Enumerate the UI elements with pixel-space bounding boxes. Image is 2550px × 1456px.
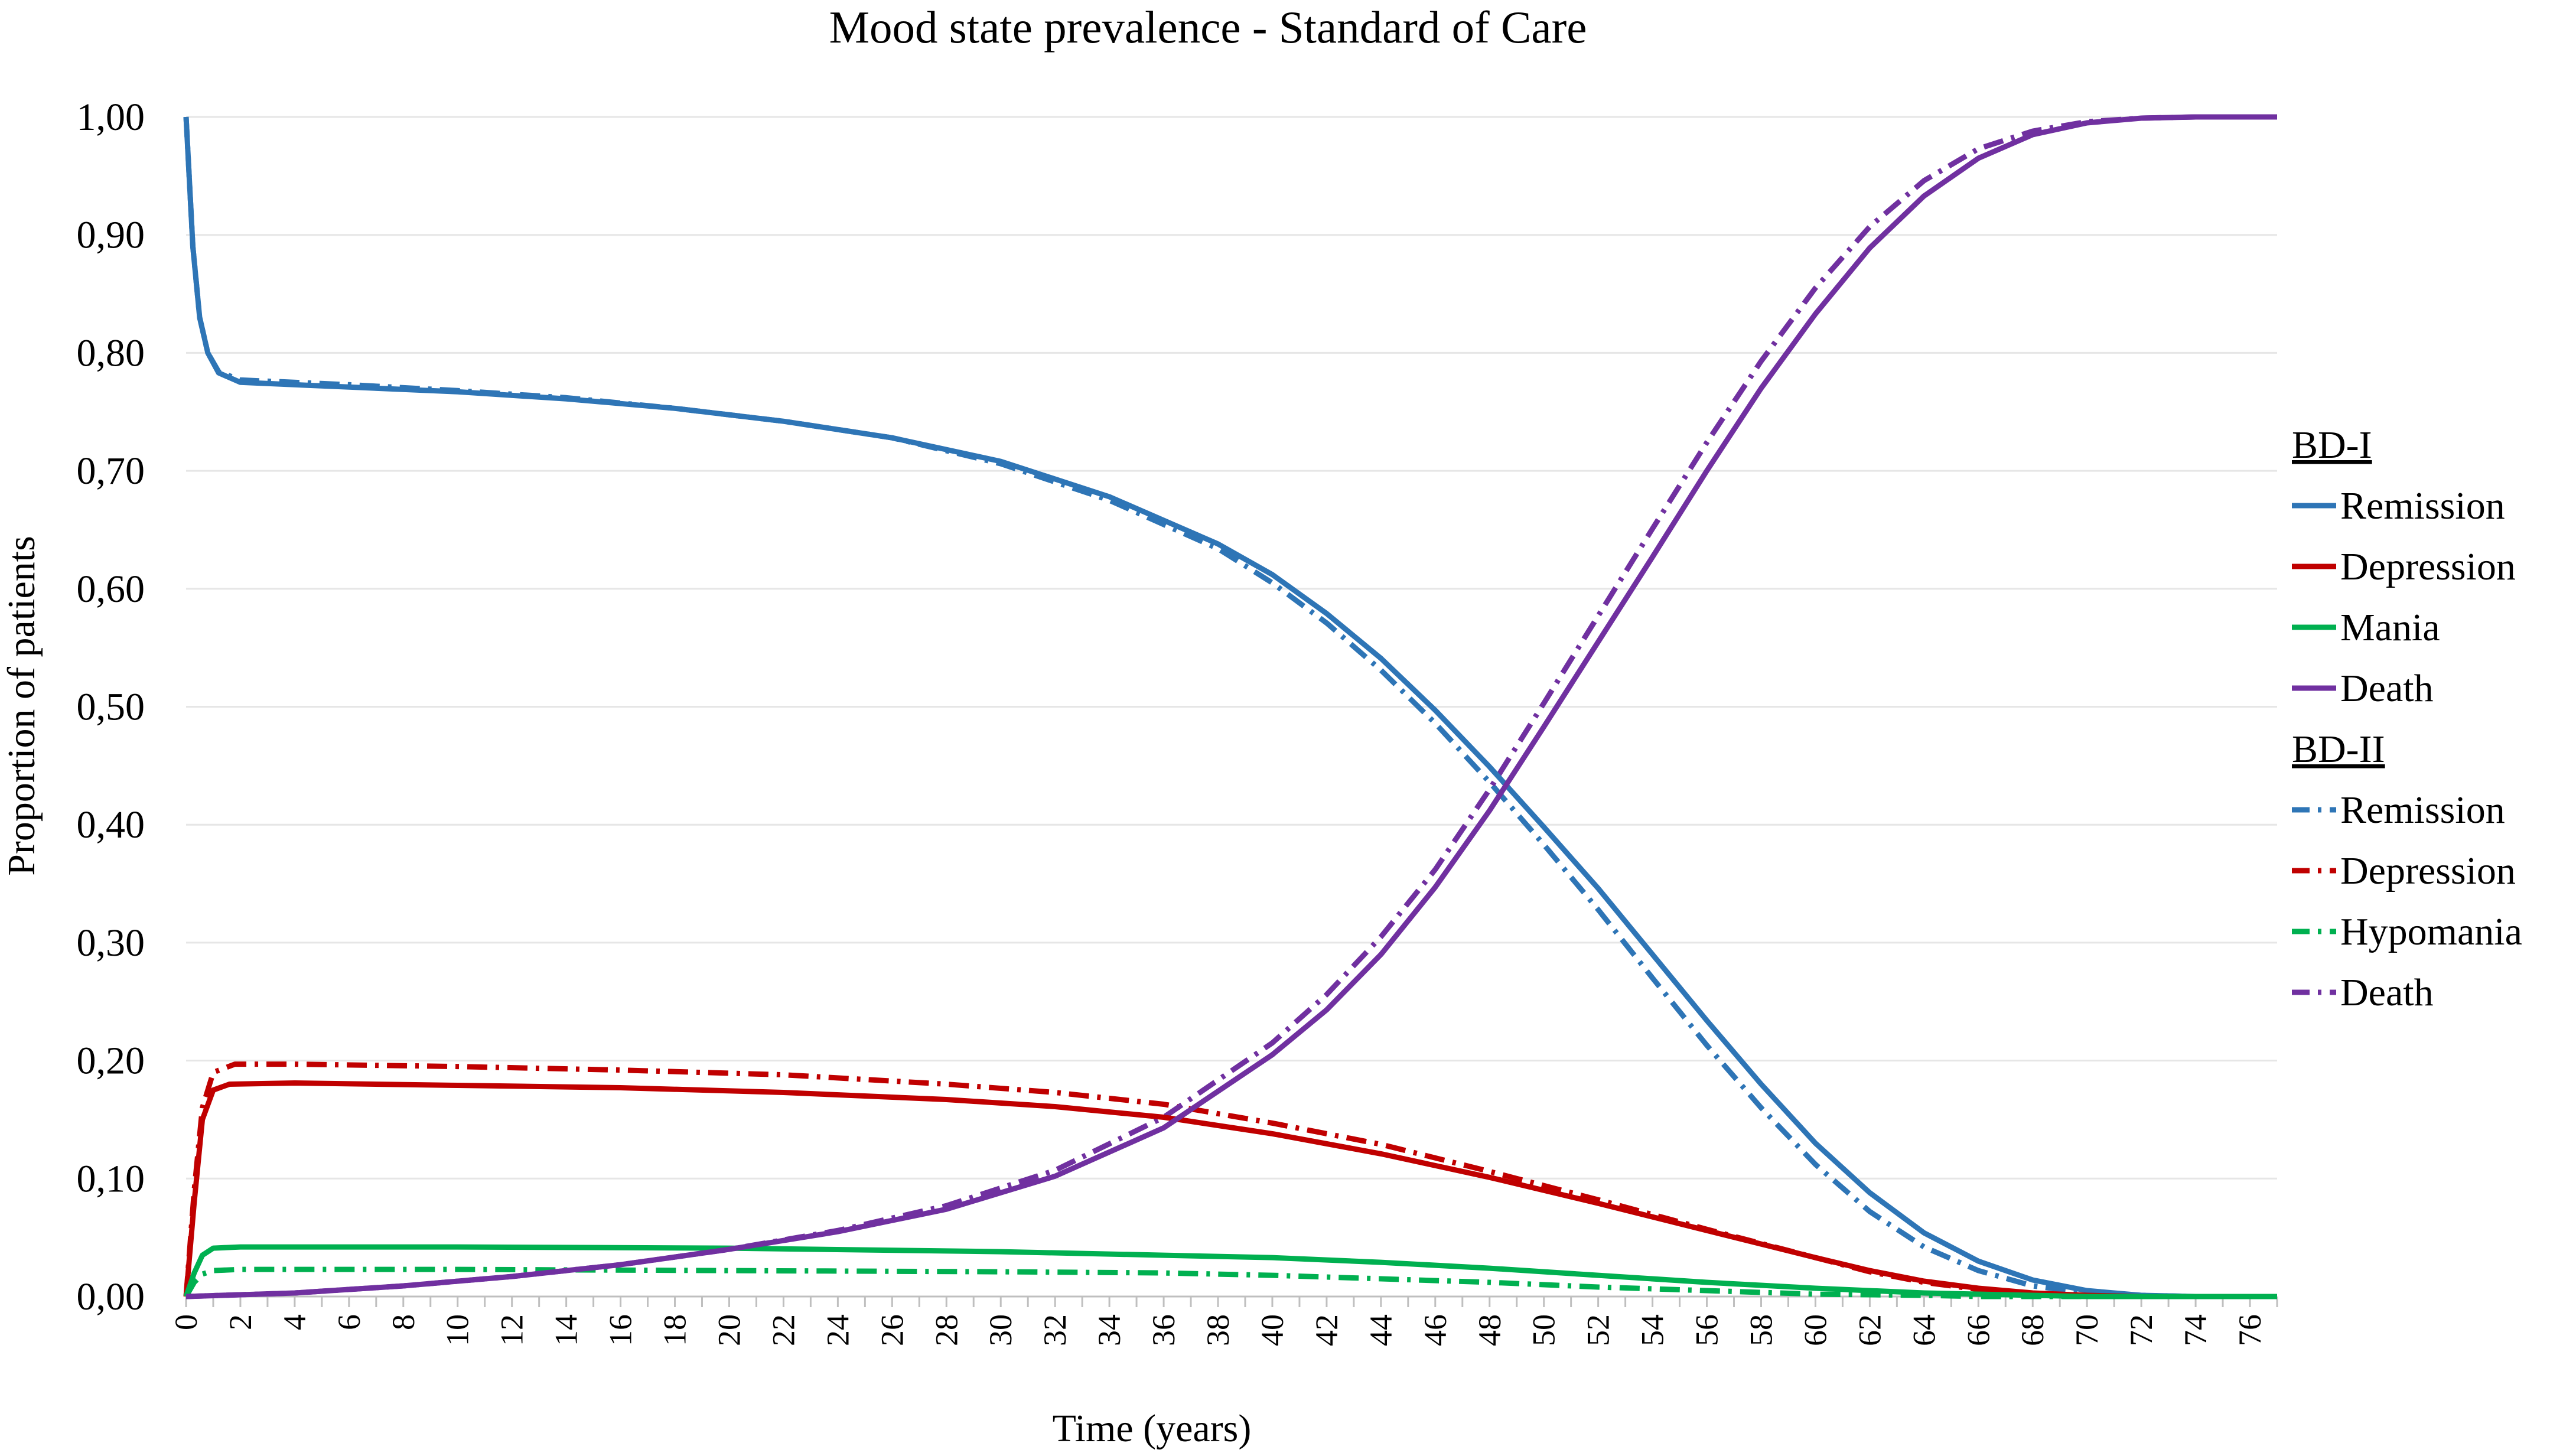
legend-label: Remission: [2340, 789, 2505, 832]
x-tick-label: 58: [1743, 1314, 1779, 1346]
x-tick-label: 60: [1797, 1314, 1833, 1346]
legend-group-bd-i: BD-I: [2292, 424, 2372, 467]
x-tick-label: 48: [1472, 1314, 1507, 1346]
x-tick-label: 30: [983, 1314, 1018, 1346]
y-tick-label: 0,10: [77, 1157, 145, 1200]
x-tick-label: 68: [2015, 1314, 2050, 1346]
x-tick-label: 14: [549, 1314, 584, 1346]
series-line-bd-ii-hypomania: [184, 1266, 2277, 1299]
y-axis-title: Proportion of patients: [0, 536, 43, 876]
x-tick-label: 26: [874, 1314, 910, 1346]
y-tick-label: 0,00: [77, 1275, 145, 1318]
series-line-bd-ii-death: [185, 114, 2277, 1299]
legend-label: Depression: [2340, 545, 2516, 588]
legend-label: Hypomania: [2340, 910, 2522, 953]
x-tick-label: 38: [1200, 1314, 1236, 1346]
x-tick-label: 24: [820, 1314, 855, 1346]
x-tick-label: 32: [1037, 1314, 1073, 1346]
y-tick-label: 0,40: [77, 803, 145, 846]
y-tick-labels: 0,00 0,10 0,20 0,30 0,40 0,50 0,60 0,70 0,80 0,90…: [77, 96, 145, 1318]
y-tick-label: 0,30: [77, 921, 145, 965]
series-line-bd-i-depression: [183, 1080, 2277, 1299]
series-line-bd-ii-depression: [183, 1061, 2277, 1299]
legend-label: Remission: [2340, 484, 2505, 527]
x-tick-labels: 0 2 4 6 8 10 12 14 16 18 20 22 24 26 28 30 32 34 36 38 40 42 4…: [168, 1297, 2278, 1346]
x-tick-label: 22: [766, 1314, 801, 1346]
x-tick-label: 64: [1906, 1314, 1942, 1346]
x-tick-label: 34: [1092, 1314, 1127, 1346]
x-tick-label: 46: [1418, 1314, 1453, 1346]
legend-group-bd-ii: BD-II: [2292, 728, 2385, 771]
legend-label: Death: [2340, 667, 2434, 710]
x-tick-label: 8: [386, 1314, 421, 1330]
legend-label: Mania: [2340, 606, 2440, 649]
y-tick-label: 0,90: [77, 214, 145, 257]
x-tick-label: 72: [2124, 1314, 2159, 1346]
x-tick-label: 40: [1255, 1314, 1290, 1346]
x-tick-label: 54: [1635, 1314, 1670, 1346]
x-tick-label: 6: [331, 1314, 367, 1330]
y-tick-label: 0,50: [77, 686, 145, 729]
y-tick-label: 0,20: [77, 1040, 145, 1083]
x-tick-label: 18: [657, 1314, 693, 1346]
x-tick-label: 16: [603, 1314, 639, 1346]
x-tick-label: 62: [1852, 1314, 1887, 1346]
x-tick-label: 74: [2178, 1314, 2213, 1346]
x-tick-label: 66: [1960, 1314, 1996, 1346]
x-tick-label: 12: [494, 1314, 530, 1346]
x-tick-label: 2: [223, 1314, 258, 1330]
x-tick-label: 20: [711, 1314, 747, 1346]
x-tick-label: 0: [168, 1314, 204, 1330]
x-tick-label: 70: [2069, 1314, 2105, 1346]
plot-series: [183, 114, 2277, 1299]
y-tick-label: 1,00: [77, 96, 145, 139]
chart-title: Mood state prevalence - Standard of Care: [829, 2, 1587, 53]
y-tick-label: 0,60: [77, 568, 145, 611]
y-tick-label: 0,80: [77, 331, 145, 374]
x-tick-label: 4: [277, 1314, 312, 1330]
y-tick-label: 0,70: [77, 449, 145, 493]
x-tick-label: 50: [1526, 1314, 1562, 1346]
series-line-bd-i-remission: [183, 116, 2277, 1299]
x-tick-label: 28: [929, 1314, 964, 1346]
x-tick-label: 44: [1363, 1314, 1399, 1346]
legend-label: Depression: [2340, 849, 2516, 893]
x-tick-label: 52: [1581, 1314, 1616, 1346]
x-tick-label: 36: [1146, 1314, 1181, 1346]
x-tick-label: 42: [1309, 1314, 1344, 1346]
series-line-bd-i-death: [185, 114, 2277, 1299]
x-tick-label: 56: [1689, 1314, 1725, 1346]
x-tick-label: 76: [2232, 1314, 2268, 1346]
series-line-bd-i-mania: [183, 1244, 2277, 1299]
x-tick-label: 10: [440, 1314, 476, 1346]
legend: BD-I Remission Depression Mania Death BD-II Re…: [2292, 424, 2522, 1014]
x-axis-title: Time (years): [1053, 1407, 1252, 1450]
legend-label: Death: [2340, 971, 2434, 1014]
gridlines: [186, 116, 2277, 1298]
